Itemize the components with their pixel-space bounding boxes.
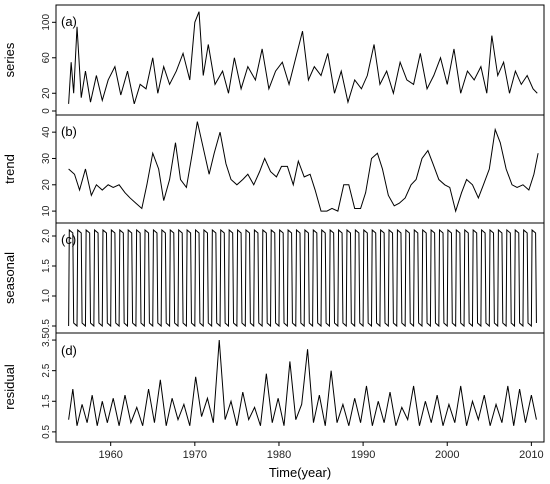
series-line <box>68 228 537 328</box>
y-tick-label: 100 <box>41 14 52 31</box>
x-tick-label: 1980 <box>267 449 291 461</box>
series-line <box>68 121 539 213</box>
y-ticks: 0.5 1.5 2.5 3.5 <box>41 333 56 439</box>
panel-label: (d) <box>61 343 77 358</box>
x-tick-label: 1990 <box>351 449 375 461</box>
series-lines <box>68 121 539 213</box>
y-tick-label: 1.5 <box>41 259 52 273</box>
y-axis-label: seasonal <box>2 252 17 304</box>
panel-seasonal: (c) seasonal 0.5 1.0 1.5 2.0 <box>2 222 545 334</box>
panel-label: (c) <box>61 232 76 247</box>
y-tick-label: 20 <box>41 179 52 191</box>
y-axis-label: series <box>2 42 17 77</box>
y-tick-label: 20 <box>41 87 52 99</box>
panel-series: (a) series 0 20 60 100 <box>2 4 545 116</box>
y-ticks: 0.5 1.0 1.5 2.0 <box>41 229 56 333</box>
y-axis-label: trend <box>2 154 17 184</box>
y-tick-label: 0 <box>41 108 52 114</box>
panel-trend: (b) trend 10 20 30 40 <box>2 114 545 224</box>
y-tick-label: 0.5 <box>41 424 52 438</box>
y-ticks: 0 20 60 100 <box>41 14 56 114</box>
series-line <box>68 11 538 105</box>
panel-residual: (d) residual 0.5 1.5 2.5 3.5 <box>2 332 545 443</box>
y-tick-label: 3.5 <box>41 333 52 347</box>
y-axis-label: residual <box>2 364 17 410</box>
y-tick-label: 2.5 <box>41 363 52 377</box>
y-tick-label: 30 <box>41 152 52 164</box>
y-tick-label: 10 <box>41 205 52 217</box>
x-tick-label: 1960 <box>98 449 122 461</box>
x-axis-label: Time(year) <box>269 465 331 480</box>
y-tick-label: 0.5 <box>41 319 52 333</box>
panel-label: (a) <box>61 14 77 29</box>
y-tick-label: 1.5 <box>41 394 52 408</box>
y-tick-label: 60 <box>41 52 52 64</box>
panel-frame <box>55 4 545 116</box>
panel-frame <box>55 332 545 443</box>
panel-label: (b) <box>61 124 77 139</box>
series-lines <box>68 340 537 426</box>
x-tick-label: 2000 <box>435 449 459 461</box>
x-tick-label: 2010 <box>519 449 543 461</box>
panel-frame <box>55 114 545 224</box>
y-tick-label: 40 <box>41 126 52 138</box>
x-tick-label: 1970 <box>183 449 207 461</box>
series-line <box>68 340 537 426</box>
series-lines <box>68 11 538 105</box>
x-axis: 1960 1970 1980 1990 2000 2010 <box>98 442 544 461</box>
y-ticks: 10 20 30 40 <box>41 126 56 217</box>
y-tick-label: 2.0 <box>41 229 52 243</box>
series-lines <box>68 228 537 328</box>
y-tick-label: 1.0 <box>41 289 52 303</box>
